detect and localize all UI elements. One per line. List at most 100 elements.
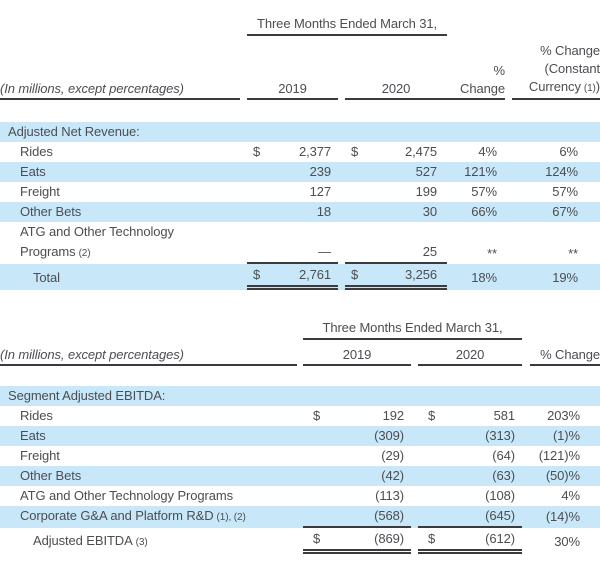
- pct-change-value: 4%: [478, 144, 497, 159]
- value-2019: —: [318, 244, 331, 259]
- column-header-2020: 2020: [418, 346, 522, 366]
- value-2020: (64): [492, 448, 515, 463]
- pct-change-value: (50)%: [545, 468, 580, 483]
- currency-symbol: $: [428, 408, 436, 423]
- pct-change-value: 4%: [561, 488, 580, 503]
- cc-header-line1: % Change: [540, 43, 600, 58]
- row-label: Eats: [20, 164, 46, 179]
- value-2019: (113): [375, 488, 404, 503]
- pct-change-value: 203%: [547, 408, 580, 423]
- value-2020: (612): [485, 531, 515, 546]
- value-2019: 2,377: [298, 144, 331, 159]
- footnote-ref-1: (1): [583, 83, 596, 94]
- period-span-header: Three Months Ended March 31,: [247, 14, 447, 36]
- table1-column-header-row: (In millions, except percentages) 2019 2…: [0, 42, 600, 100]
- currency-symbol: $: [253, 144, 261, 159]
- pct-change-value: (1)%: [552, 428, 580, 443]
- table-row-adjusted-ebitda: Adjusted EBITDA (3) $ (869) $ (612) 30%: [0, 528, 600, 554]
- pct-change-cc-value: 19%: [552, 269, 578, 285]
- section-title: Adjusted Net Revenue:: [8, 124, 140, 139]
- column-header-2019: 2019: [303, 346, 411, 366]
- value-2019: (42): [381, 468, 404, 483]
- table-row-corporate-ga-platform-rd: Corporate G&A and Platform R&D (1), (2) (…: [0, 506, 600, 528]
- pct-change-value: 66%: [471, 204, 497, 219]
- row-label: Corporate G&A and Platform R&D: [20, 508, 214, 523]
- pct-change-value: (121)%: [538, 448, 580, 463]
- table-row-total: Total $2,761 $3,256 18% 19%: [0, 264, 600, 290]
- row-label: ATG and Other Technology Programs: [20, 488, 233, 503]
- value-2019: (29): [381, 448, 404, 463]
- currency-symbol: $: [313, 408, 321, 423]
- section-title: Segment Adjusted EBITDA:: [8, 388, 166, 403]
- row-label: Total: [33, 269, 60, 285]
- value-2020: (313): [485, 428, 515, 443]
- table-row-other-bets: Other Bets (42) (63) (50)%: [0, 466, 600, 486]
- value-2020: 2,475: [404, 144, 437, 159]
- value-2020: (63): [492, 468, 515, 483]
- pct-change-value: 30%: [554, 533, 580, 549]
- table-row-eats: Eats 239 527 121% 124%: [0, 162, 600, 182]
- units-note: (In millions, except percentages): [0, 346, 297, 366]
- row-label: Eats: [20, 428, 46, 443]
- row-label: Freight: [20, 184, 60, 199]
- row-label: Other Bets: [20, 468, 82, 483]
- column-header-2019: 2019: [247, 80, 338, 100]
- section-header-row: Adjusted Net Revenue:: [0, 122, 600, 142]
- pct-change-value: (14)%: [545, 509, 580, 524]
- footnote-ref-3: (3): [135, 536, 148, 548]
- pct-change-cc-value: **: [568, 246, 578, 261]
- value-2020: 527: [415, 164, 437, 179]
- segment-adjusted-ebitda-table: Three Months Ended March 31, (In million…: [0, 318, 600, 554]
- pct-change-cc-value: 6%: [559, 144, 578, 159]
- currency-symbol: $: [428, 531, 436, 546]
- period-span-header: Three Months Ended March 31,: [303, 318, 522, 340]
- row-label: Other Bets: [20, 204, 82, 219]
- pct-change-value: 57%: [471, 184, 497, 199]
- pct-change-cc-value: 67%: [552, 204, 578, 219]
- table2-span-header-row: Three Months Ended March 31,: [0, 318, 600, 340]
- footnote-ref-1-2: (1), (2): [216, 512, 246, 523]
- value-2019: 18: [316, 204, 331, 219]
- table-row-other-bets: Other Bets 18 30 66% 67%: [0, 202, 600, 222]
- footnote-ref-2: (2): [78, 248, 91, 259]
- value-2019: 239: [309, 164, 331, 179]
- value-2019: (568): [374, 508, 404, 523]
- column-header-pct-change: % Change: [447, 62, 505, 100]
- currency-symbol: $: [351, 267, 359, 282]
- column-header-pct-change: % Change: [530, 346, 600, 366]
- value-2019: 192: [382, 408, 404, 423]
- value-2019: (309): [374, 428, 404, 443]
- value-2020: 199: [415, 184, 437, 199]
- table2-column-header-row: (In millions, except percentages) 2019 2…: [0, 346, 600, 366]
- value-2019: (869): [374, 531, 404, 546]
- units-note: (In millions, except percentages): [0, 80, 240, 100]
- table-row-rides: Rides $2,377 $2,475 4% 6%: [0, 142, 600, 162]
- table-row-freight: Freight (29) (64) (121)%: [0, 446, 600, 466]
- pct-change-value: 121%: [464, 164, 497, 179]
- value-2020: (645): [485, 508, 515, 523]
- pct-change-cc-value: 57%: [552, 184, 578, 199]
- row-label: Rides: [20, 408, 53, 423]
- row-label: Freight: [20, 448, 60, 463]
- value-2019: 127: [309, 184, 331, 199]
- column-header-2020: 2020: [345, 80, 447, 100]
- table1-span-header-row: Three Months Ended March 31,: [0, 14, 600, 36]
- adjusted-net-revenue-table: Three Months Ended March 31, (In million…: [0, 14, 600, 290]
- value-2019: 2,761: [298, 267, 331, 282]
- column-header-pct-change-constant-currency: % Change (Constant Currency (1)): [512, 42, 600, 100]
- table-row-eats: Eats (309) (313) (1)%: [0, 426, 600, 446]
- pct-change-value: **: [487, 246, 497, 261]
- row-label: Rides: [20, 144, 53, 159]
- currency-symbol: $: [253, 267, 261, 282]
- pct-change-cc-value: 124%: [545, 164, 578, 179]
- value-2020: 30: [422, 204, 437, 219]
- value-2020: (108): [485, 488, 515, 503]
- pct-change-value: 18%: [471, 269, 497, 285]
- currency-symbol: $: [313, 531, 321, 546]
- value-2020: 25: [422, 244, 437, 259]
- row-label: Adjusted EBITDA: [33, 532, 133, 548]
- table-row-atg: ATG and Other Technology Programs (113) …: [0, 486, 600, 506]
- cc-header-line3: Currency (1)): [528, 79, 600, 94]
- section-header-row: Segment Adjusted EBITDA:: [0, 386, 600, 406]
- table-row-rides: Rides $192 $581 203%: [0, 406, 600, 426]
